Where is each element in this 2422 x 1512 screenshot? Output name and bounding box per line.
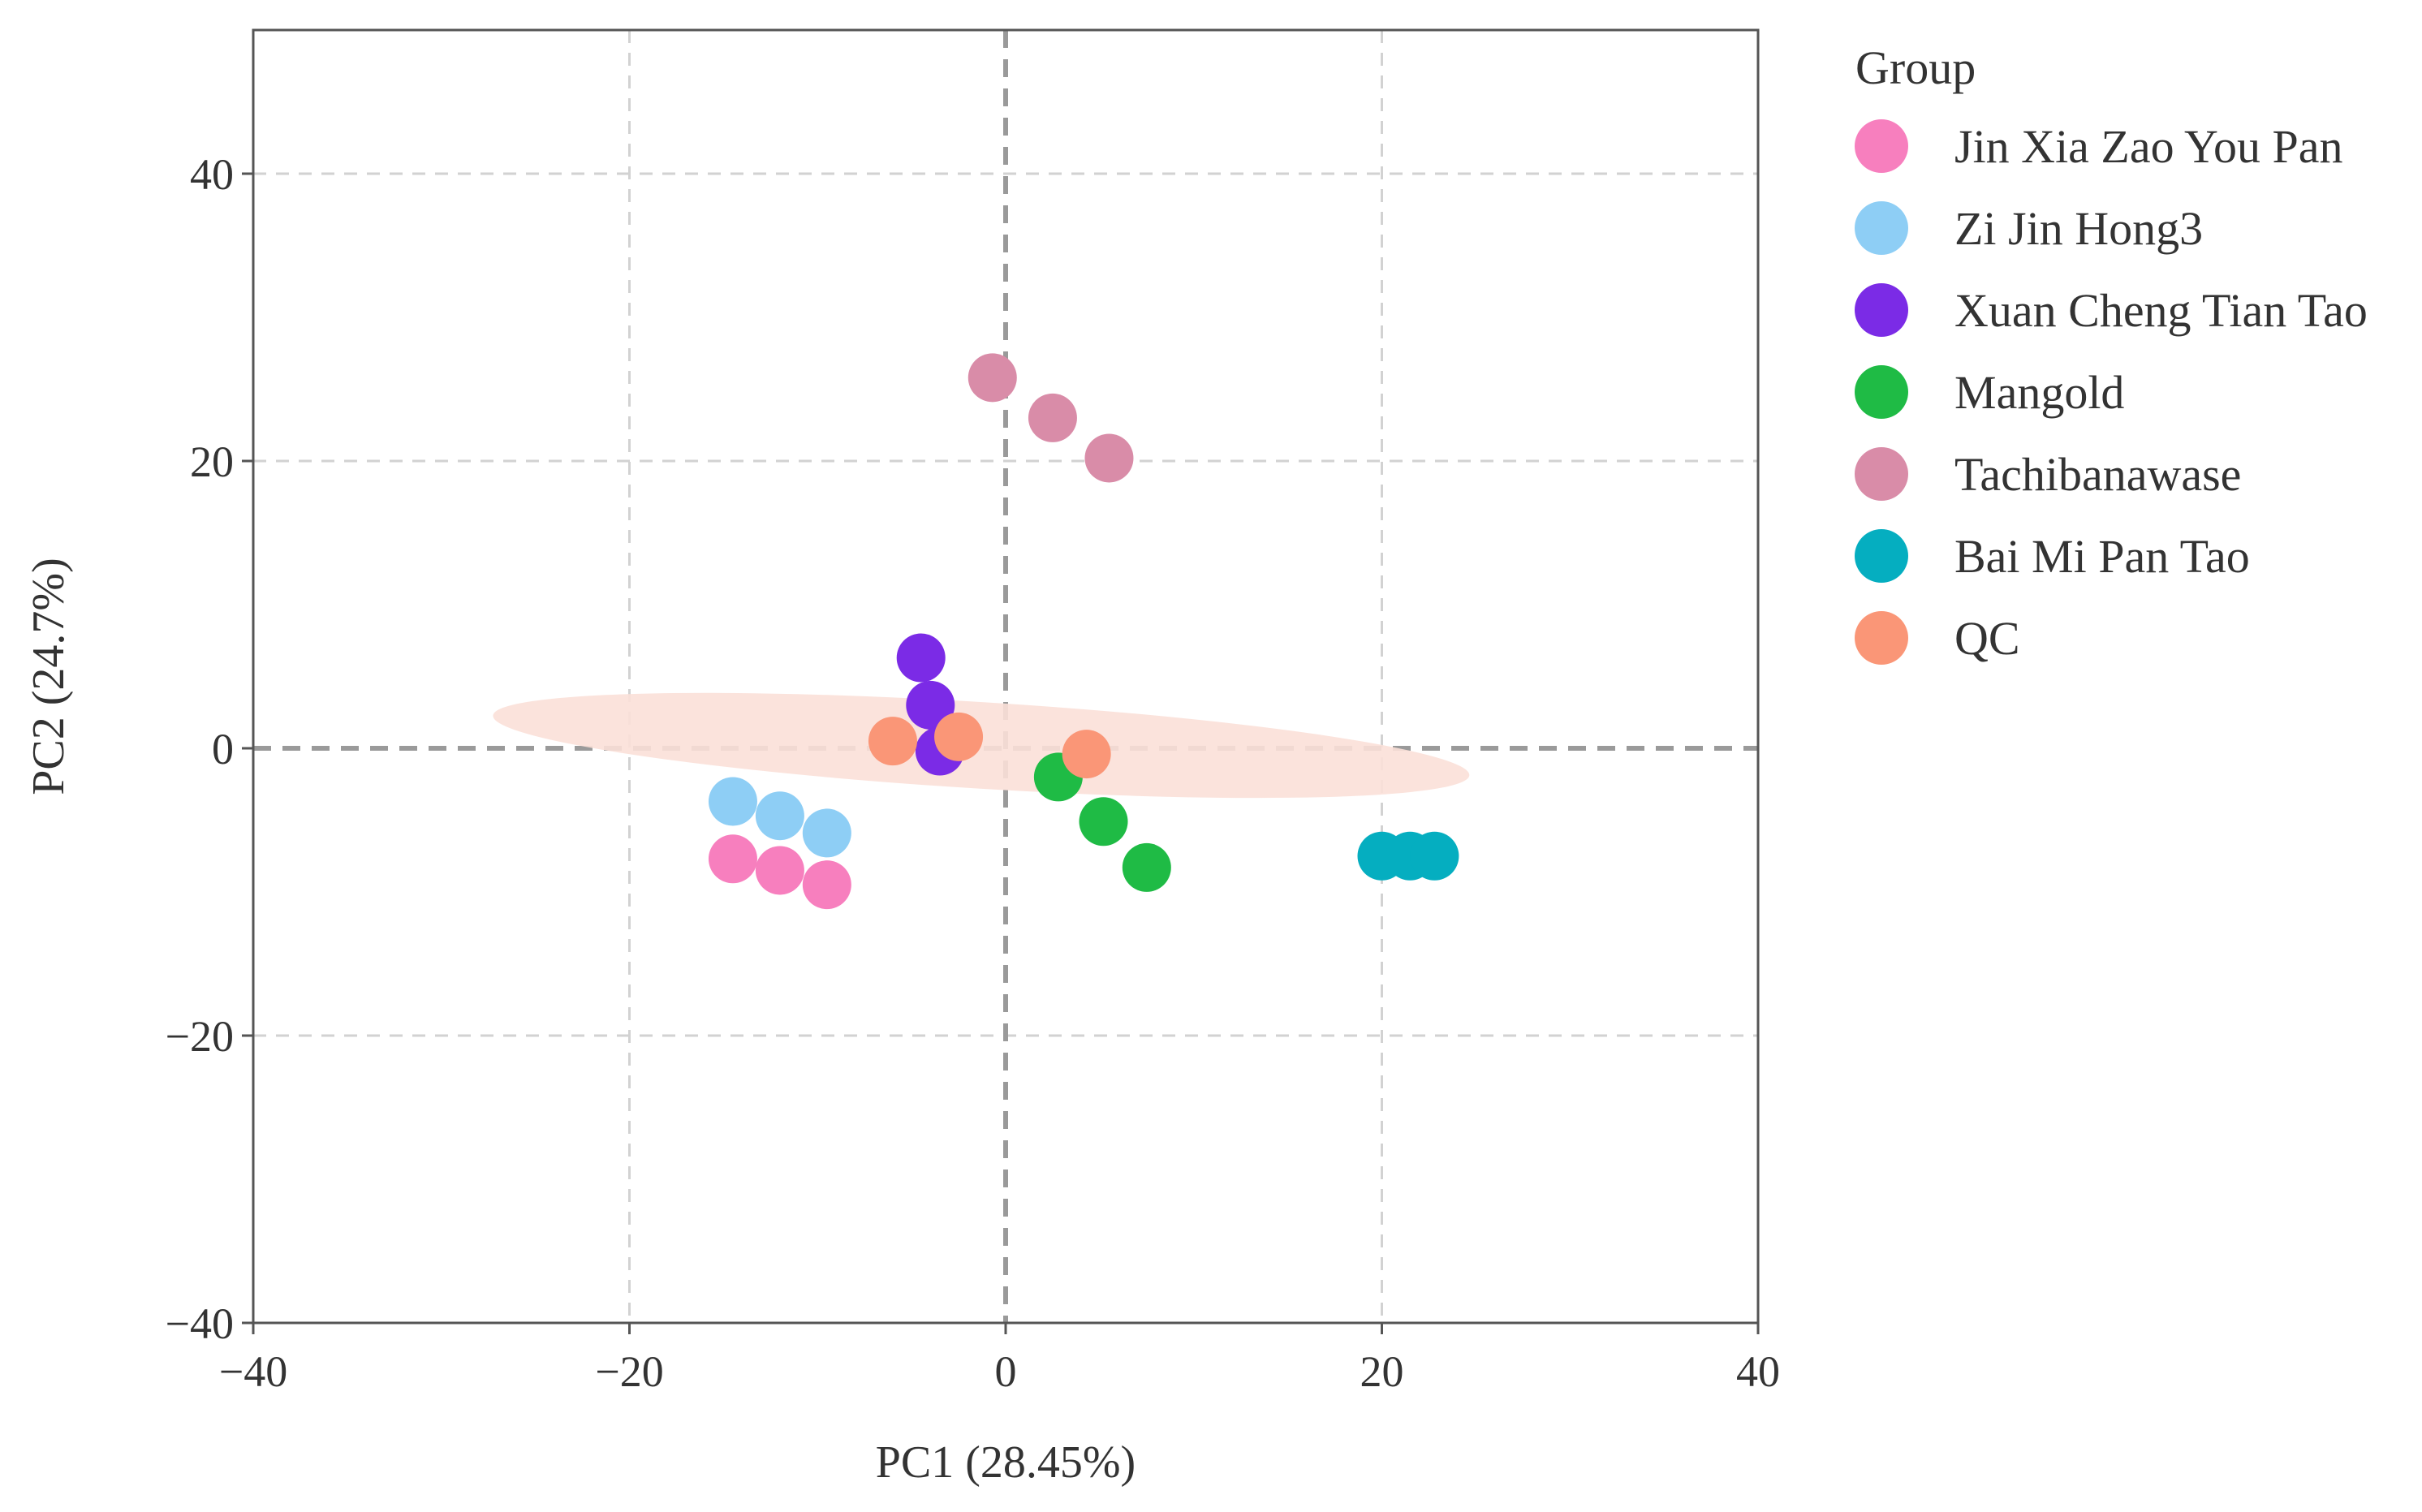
x-tick-label: 20 [1360, 1347, 1404, 1396]
legend-label-xuan-cheng-tian-tao: Xuan Cheng Tian Tao [1954, 284, 2368, 337]
legend-label-zi-jin-hong3: Zi Jin Hong3 [1954, 202, 2203, 255]
point-zi-jin-hong3 [802, 808, 851, 858]
point-bai-mi-pan-tao [1410, 831, 1459, 881]
x-axis-title: PC1 (28.45%) [876, 1437, 1136, 1488]
point-jin-xia-zao-you-pan [708, 834, 757, 884]
y-tick-label: −40 [166, 1299, 234, 1348]
legend-swatch-jin-xia-zao-you-pan [1855, 119, 1908, 173]
point-mangold [1079, 797, 1128, 846]
legend-swatch-qc [1855, 611, 1908, 665]
legend-swatch-tachibanawase [1855, 447, 1908, 501]
point-jin-xia-zao-you-pan [755, 846, 804, 895]
zero-lines [253, 30, 1758, 1323]
point-tachibanawase [968, 353, 1017, 403]
point-mangold [1122, 842, 1171, 892]
legend-label-qc: QC [1954, 612, 2020, 665]
point-tachibanawase [1084, 433, 1134, 483]
legend-label-jin-xia-zao-you-pan: Jin Xia Zao You Pan [1954, 120, 2343, 173]
x-tick-label: 40 [1736, 1347, 1780, 1396]
legend-swatch-mangold [1855, 365, 1908, 419]
legend-title: Group [1855, 41, 1976, 94]
legend-label-mangold: Mangold [1954, 366, 2124, 419]
y-tick-label: 40 [190, 150, 234, 199]
y-tick-label: 0 [212, 725, 234, 773]
point-qc [868, 717, 917, 766]
x-tick-label: −40 [219, 1347, 287, 1396]
point-tachibanawase [1028, 393, 1077, 442]
x-tick-label: −20 [595, 1347, 663, 1396]
point-xuan-cheng-tian-tao [896, 633, 946, 683]
legend-label-bai-mi-pan-tao: Bai Mi Pan Tao [1954, 530, 2250, 583]
point-zi-jin-hong3 [755, 791, 804, 841]
y-axis-title: PC2 (24.7%) [24, 558, 74, 795]
legend-swatch-zi-jin-hong3 [1855, 201, 1908, 255]
legend-swatch-bai-mi-pan-tao [1855, 529, 1908, 583]
legend-label-tachibanawase: Tachibanawase [1954, 448, 2241, 501]
legend: Group Jin Xia Zao You Pan Zi Jin Hong3 Xua… [1855, 41, 2368, 665]
x-tick-label: 0 [995, 1347, 1017, 1396]
point-qc [934, 712, 984, 761]
point-xuan-cheng-tian-tao [906, 680, 955, 730]
legend-swatch-xuan-cheng-tian-tao [1855, 283, 1908, 337]
point-qc [1062, 730, 1111, 779]
y-tick-label: −20 [166, 1012, 234, 1061]
point-jin-xia-zao-you-pan [802, 860, 851, 910]
axes: −40 −20 0 20 40 −40 −20 0 20 40 [166, 150, 1780, 1396]
y-tick-label: 20 [190, 437, 234, 486]
point-zi-jin-hong3 [708, 777, 757, 826]
data-points [708, 353, 1459, 910]
